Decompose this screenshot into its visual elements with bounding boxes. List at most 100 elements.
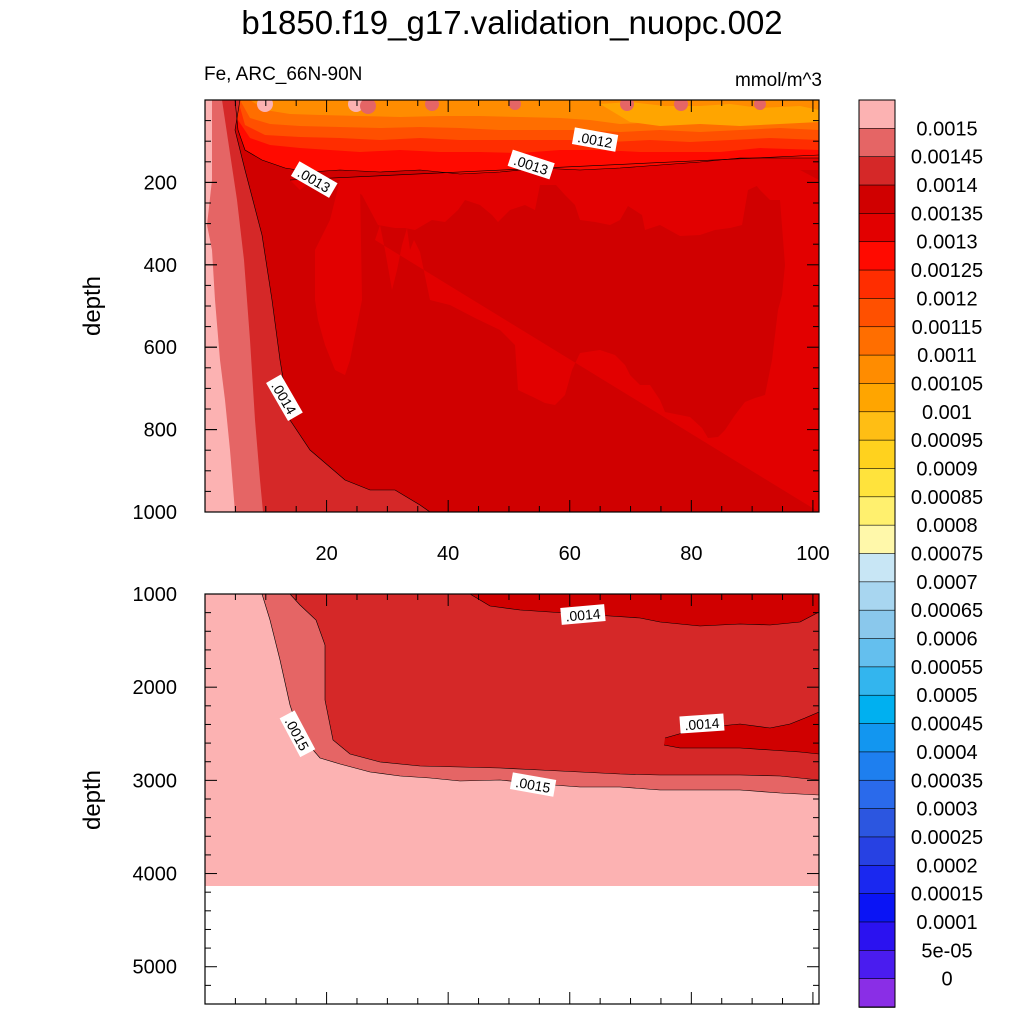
colorbar-swatch xyxy=(858,241,896,271)
contour-line xyxy=(289,594,819,781)
surface-spot xyxy=(257,100,273,112)
x-tick-label: 40 xyxy=(437,543,459,565)
colorbar-swatch xyxy=(858,694,896,725)
colorbar-label: 0.0001 xyxy=(916,912,977,934)
colorbar-label: 0.00065 xyxy=(911,600,983,622)
surface-spot xyxy=(620,100,634,111)
lower-y-axis-label: depth xyxy=(79,770,106,830)
colorbar-label: 0.00045 xyxy=(911,714,983,736)
x-tick-label: 100 xyxy=(796,543,829,565)
band-0013-left xyxy=(315,180,362,375)
colorbar-swatch xyxy=(858,553,896,583)
colorbar-label: 0.00135 xyxy=(911,203,983,225)
y-tick-label: 5000 xyxy=(133,957,178,979)
contour-label-text: .0014 xyxy=(684,715,720,733)
band-0013-lower xyxy=(375,170,819,512)
colorbar-label: 0.0003 xyxy=(916,799,977,821)
lower-panel: 1000 2000 3000 4000 5000 depth .0014 .0014 .00… xyxy=(79,584,820,1005)
colorbar-label: 0.00055 xyxy=(911,657,983,679)
contour-label-box xyxy=(279,710,316,758)
surface-spot xyxy=(348,100,364,112)
colorbar-swatch xyxy=(858,723,896,753)
colorbar-label: 0.00075 xyxy=(911,544,983,566)
contour-label-box xyxy=(679,713,725,734)
colorbar-swatch xyxy=(858,893,896,923)
colorbar-label: 0.00105 xyxy=(911,373,983,395)
colorbar-swatch xyxy=(858,184,896,215)
colorbar-label: 0.00115 xyxy=(912,317,983,339)
contour-label-box xyxy=(509,772,557,797)
colorbar-label: 0.0012 xyxy=(916,288,977,310)
contour-line xyxy=(261,594,819,796)
colorbar-swatch xyxy=(858,751,896,782)
colorbar-swatch xyxy=(858,779,896,810)
lower-y-tick-labels: 1000 2000 3000 4000 5000 xyxy=(133,584,178,979)
surface-spot xyxy=(509,100,521,110)
chart-title: b1850.f19_g17.validation_nuopc.002 xyxy=(241,4,783,41)
colorbar-swatch xyxy=(858,638,896,668)
surface-spot xyxy=(754,100,766,110)
colorbar-swatch xyxy=(858,439,896,470)
colorbar-label: 0.0008 xyxy=(916,515,977,537)
colorbar-label: 0.0014 xyxy=(916,175,977,197)
contour-line xyxy=(234,100,431,512)
colorbar-label: 0.0002 xyxy=(916,855,977,877)
contour-label: .0014 xyxy=(560,604,606,625)
band-0013-upper xyxy=(290,155,819,236)
colorbar: 0.0015 0.00145 0.0014 0.00135 0.0013 0.00125 0… xyxy=(858,99,983,1008)
upper-axis-ticks xyxy=(205,100,819,513)
contour-label: .0015 xyxy=(509,772,557,797)
colorbar-swatch xyxy=(858,921,896,952)
upper-x-tick-labels: 20 40 60 80 100 xyxy=(315,543,829,565)
colorbar-label: 0.00095 xyxy=(911,430,983,452)
colorbar-frame xyxy=(858,99,896,1008)
y-tick-label: 200 xyxy=(144,172,177,194)
colorbar-label: 0.0015 xyxy=(916,118,977,140)
x-tick-label: 20 xyxy=(315,543,337,565)
colorbar-label: 0.00035 xyxy=(911,770,983,792)
colorbar-label: 0.0006 xyxy=(916,629,977,651)
x-tick-label: 80 xyxy=(680,543,702,565)
colorbar-label: 0.00125 xyxy=(911,260,983,282)
colorbar-swatch xyxy=(858,581,896,611)
colorbar-swatch xyxy=(858,524,896,555)
colorbar-swatch xyxy=(858,326,896,356)
upper-y-tick-labels: 200 400 600 800 1000 xyxy=(133,172,178,524)
band-00135-mid xyxy=(664,712,819,754)
colorbar-swatch xyxy=(858,213,896,243)
colorbar-label: 0.00025 xyxy=(911,827,983,849)
colorbar-label: 0.0011 xyxy=(917,345,977,367)
colorbar-label: 0.0005 xyxy=(916,685,977,707)
contour-label-text: .0014 xyxy=(565,605,602,624)
colorbar-label: 0.00145 xyxy=(911,147,983,169)
colorbar-label: 0.001 xyxy=(922,402,972,424)
colorbar-swatch xyxy=(858,383,896,413)
surface-spot xyxy=(425,100,439,111)
contour-label: .0014 xyxy=(679,713,725,734)
contour-label-box xyxy=(266,374,303,422)
colorbar-swatch xyxy=(858,609,896,640)
colorbar-label: 0.0013 xyxy=(916,232,977,254)
y-tick-label: 800 xyxy=(144,420,177,442)
colorbar-swatch xyxy=(858,128,896,158)
colorbar-swatch xyxy=(858,99,896,130)
colorbar-label: 0.00085 xyxy=(911,487,983,509)
y-tick-label: 1000 xyxy=(133,502,178,524)
y-tick-label: 3000 xyxy=(133,770,178,792)
colorbar-label: 0 xyxy=(941,969,952,991)
contour-line xyxy=(234,100,819,175)
y-tick-label: 2000 xyxy=(133,677,178,699)
colorbar-swatch xyxy=(858,269,896,300)
colorbar-swatch xyxy=(858,950,896,980)
y-tick-label: 400 xyxy=(144,255,177,277)
band-00135-top xyxy=(470,594,819,626)
y-tick-label: 1000 xyxy=(133,584,178,606)
units-label: mmol/m^3 xyxy=(734,70,822,91)
contour-label-text: .0012 xyxy=(576,129,613,151)
colorbar-swatch xyxy=(858,156,896,186)
contour-label: .0012 xyxy=(571,127,619,152)
colorbar-swatch xyxy=(858,666,896,697)
x-tick-label: 60 xyxy=(559,543,581,565)
colorbar-swatch xyxy=(858,468,896,498)
